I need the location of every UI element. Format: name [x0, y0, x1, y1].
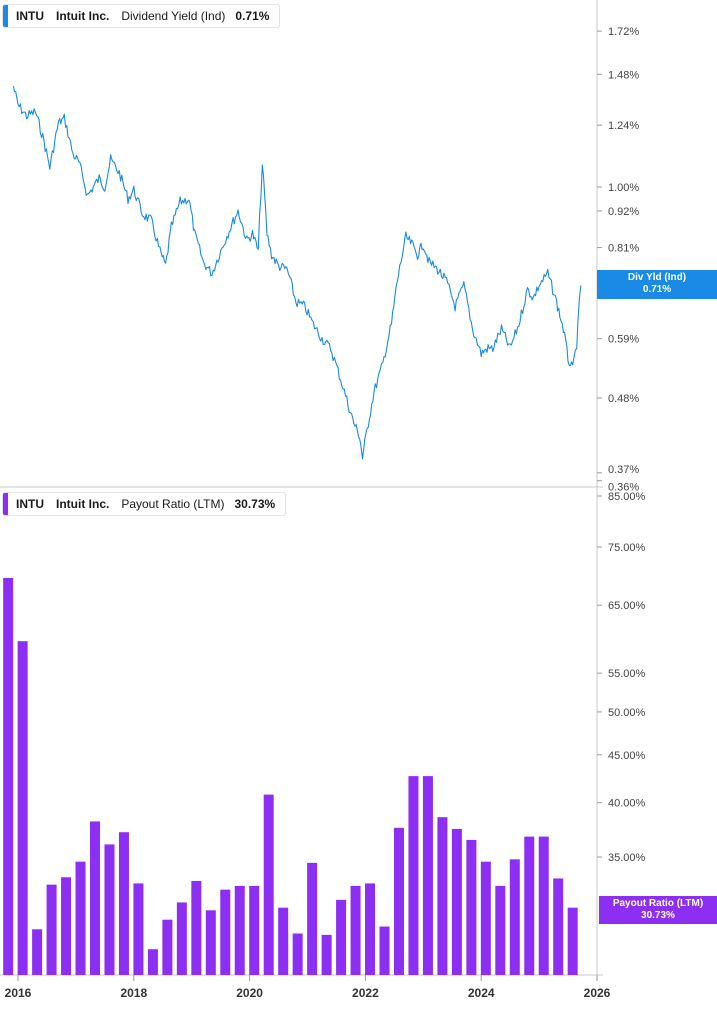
bottom-legend-swatch: [3, 493, 8, 515]
bottom-y-tick-label-3: 55.00%: [608, 668, 646, 680]
top-metric: Dividend Yield (Ind): [121, 9, 226, 23]
top-y-tick-label-7: 0.59%: [608, 334, 639, 346]
top-y-tick-label-5: 0.81%: [608, 243, 639, 255]
payout-bar-25: [365, 883, 376, 975]
div-yield-tag: Div Yld (Ind) 0.71%: [597, 270, 717, 299]
top-y-tick-label-4: 0.92%: [608, 206, 639, 218]
payout-bar-14: [205, 910, 216, 975]
payout-bar-12: [176, 902, 187, 975]
top-y-tick-label-8: 0.48%: [608, 393, 639, 405]
payout-bar-35: [509, 859, 520, 975]
payout-bar-36: [524, 836, 535, 975]
payout-bar-21: [307, 862, 318, 975]
bottom-y-tick-label-4: 50.00%: [608, 707, 646, 719]
payout-bar-7: [104, 844, 115, 975]
payout-bar-37: [538, 836, 549, 975]
payout-ratio-tag-value: 30.73%: [641, 910, 675, 921]
payout-bar-4: [61, 877, 72, 975]
payout-bar-16: [234, 885, 245, 975]
payout-bar-22: [321, 934, 332, 975]
payout-bar-20: [292, 933, 303, 975]
bottom-y-tick-label-0: 85.00%: [608, 491, 646, 503]
payout-bar-15: [220, 889, 231, 975]
payout-ratio-tag: Payout Ratio (LTM) 30.73%: [599, 896, 717, 924]
bottom-y-tick-label-6: 40.00%: [608, 798, 646, 810]
payout-ratio-tag-label: Payout Ratio (LTM): [612, 898, 704, 909]
payout-bar-29: [422, 776, 433, 975]
payout-bar-5: [75, 861, 86, 975]
payout-bar-2: [32, 929, 43, 975]
top-y-tick-label-9: 0.37%: [608, 464, 639, 476]
payout-bar-18: [263, 794, 274, 975]
top-y-tick-label-1: 1.48%: [608, 69, 639, 81]
div-yield-tag-value: 0.71%: [642, 284, 672, 295]
bottom-company: Intuit Inc.: [56, 497, 110, 511]
payout-bar-28: [408, 776, 419, 975]
payout-bar-19: [278, 907, 289, 975]
payout-bar-13: [191, 880, 202, 975]
x-tick-label-4: 2024: [468, 986, 495, 1000]
top-value: 0.71%: [235, 9, 270, 23]
top-legend-swatch: [3, 5, 8, 27]
x-tick-label-0: 2016: [5, 986, 32, 1000]
bottom-legend: INTU Intuit Inc. Payout Ratio (LTM) 30.7…: [2, 492, 287, 516]
payout-bar-30: [437, 817, 448, 975]
div-yield-tag-label: Div Yld (Ind): [627, 272, 687, 283]
payout-bar-39: [567, 907, 578, 975]
payout-bar-3: [46, 884, 57, 975]
payout-bar-38: [553, 878, 564, 975]
payout-bar-26: [379, 926, 390, 975]
payout-bar-9: [133, 883, 144, 975]
payout-bar-6: [90, 821, 101, 975]
payout-bar-10: [147, 949, 158, 975]
bottom-y-tick-label-1: 75.00%: [608, 542, 646, 554]
payout-bar-32: [466, 839, 477, 975]
payout-bar-1: [17, 641, 28, 975]
top-company: Intuit Inc.: [56, 9, 110, 23]
payout-bar-0: [3, 577, 14, 975]
bottom-y-tick-label-7: 35.00%: [608, 852, 646, 864]
bottom-ticker: INTU: [16, 497, 44, 511]
div-yield-line: [12, 85, 582, 460]
bottom-value: 30.73%: [234, 497, 276, 511]
payout-bar-8: [118, 832, 129, 975]
payout-bar-34: [495, 885, 506, 975]
payout-bar-17: [249, 885, 260, 975]
x-tick-label-5: 2026: [584, 986, 611, 1000]
top-legend: INTU Intuit Inc. Dividend Yield (Ind) 0.…: [2, 4, 281, 28]
payout-bar-33: [480, 861, 491, 975]
x-tick-label-2: 2020: [236, 986, 263, 1000]
payout-bar-31: [451, 828, 462, 975]
top-y-tick-label-2: 1.24%: [608, 120, 639, 132]
top-y-tick-label-10: 0.36%: [608, 482, 639, 494]
x-tick-label-1: 2018: [120, 986, 147, 1000]
payout-bar-23: [336, 899, 347, 975]
bottom-y-tick-label-5: 45.00%: [608, 750, 646, 762]
bottom-y-tick-label-2: 65.00%: [608, 600, 646, 612]
top-y-tick-label-3: 1.00%: [608, 182, 639, 194]
payout-bar-27: [393, 827, 404, 975]
payout-bar-24: [350, 885, 361, 975]
top-ticker: INTU: [16, 9, 44, 23]
top-y-tick-label-0: 1.72%: [608, 26, 639, 38]
payout-bar-11: [162, 919, 173, 975]
bottom-metric: Payout Ratio (LTM): [121, 497, 225, 511]
x-tick-label-3: 2022: [352, 986, 379, 1000]
